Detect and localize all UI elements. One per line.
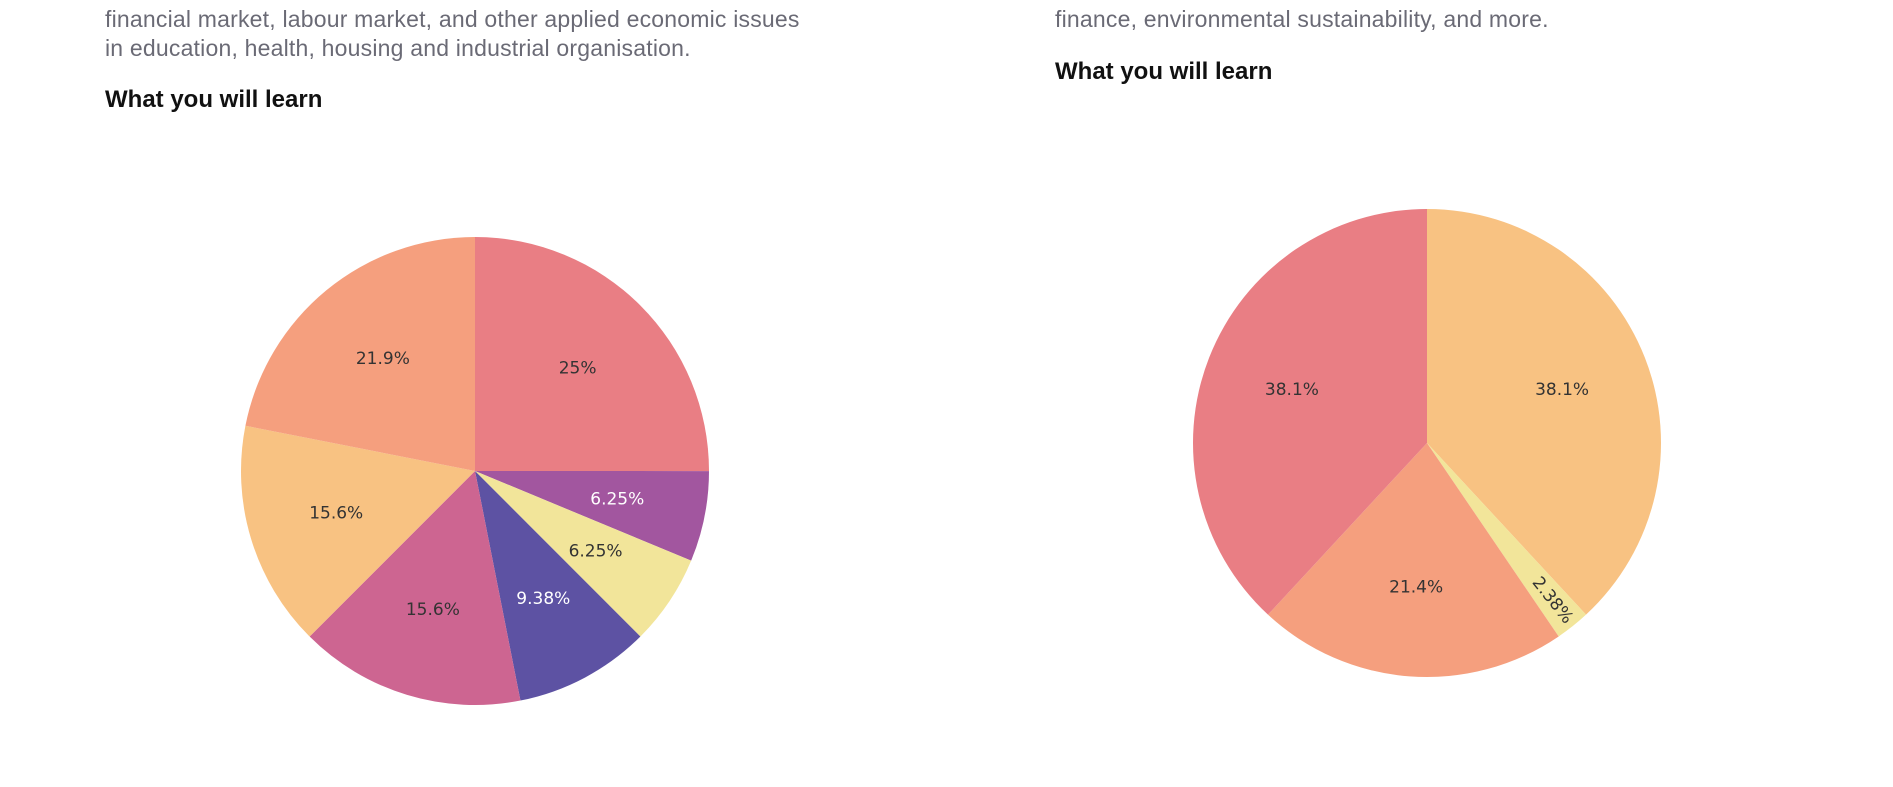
pie-slice-label: 21.4% bbox=[1389, 578, 1443, 598]
pie-slice[interactable] bbox=[1267, 443, 1559, 677]
description-line: finance, environmental sustainability, a… bbox=[1055, 6, 1549, 32]
pie-slice-label: 15.6% bbox=[406, 600, 460, 620]
pie-slice-label: 21.9% bbox=[356, 349, 410, 369]
pie-slice[interactable] bbox=[1427, 443, 1587, 637]
pie-slice[interactable] bbox=[475, 237, 709, 472]
right-pie: 38.1%2.38%21.4%38.1% bbox=[1193, 209, 1662, 677]
pie-slice[interactable] bbox=[475, 471, 709, 561]
what-you-will-learn-heading: What you will learn bbox=[1055, 58, 1273, 85]
right-course-description: finance, environmental sustainability, a… bbox=[1055, 5, 1549, 34]
pie-slice[interactable] bbox=[245, 237, 475, 471]
pie-slice[interactable] bbox=[241, 425, 475, 637]
pie-slice-label: 38.1% bbox=[1265, 380, 1319, 400]
pie-slice-label: 6.25% bbox=[590, 489, 644, 509]
left-pie: 25% 6.25% 6.25% 9.38% 15.6% 15.6% 21.9% bbox=[241, 237, 709, 706]
pie-slice-label: 9.38% bbox=[516, 589, 570, 609]
pie-slice[interactable] bbox=[1193, 209, 1427, 615]
left-course-description: financial market, labour market, and oth… bbox=[105, 5, 800, 63]
pie-slice[interactable] bbox=[475, 471, 641, 701]
pie-slice-label: 25% bbox=[559, 358, 597, 378]
pie-slice-label: 38.1% bbox=[1535, 380, 1589, 400]
pie-slice[interactable] bbox=[1427, 209, 1662, 615]
what-you-will-learn-heading: What you will learn bbox=[105, 86, 323, 113]
pie-slice-label: 15.6% bbox=[309, 503, 363, 523]
description-line: in education, health, housing and indust… bbox=[105, 35, 691, 61]
pie-slice-label: 6.25% bbox=[569, 542, 623, 562]
pie-slice[interactable] bbox=[309, 471, 521, 706]
pie-slice[interactable] bbox=[475, 471, 692, 637]
description-line: financial market, labour market, and oth… bbox=[105, 6, 800, 32]
